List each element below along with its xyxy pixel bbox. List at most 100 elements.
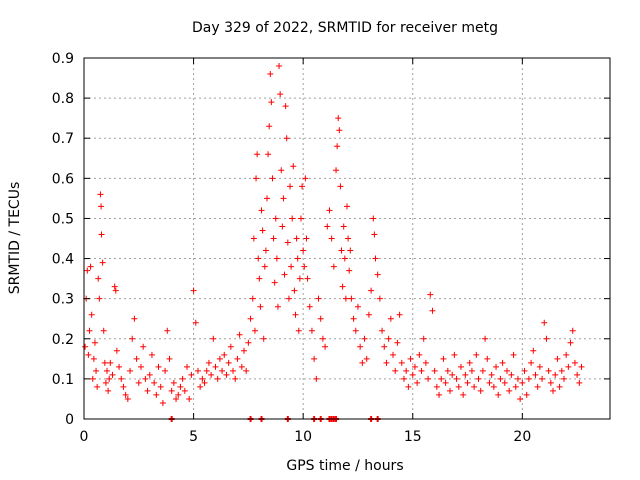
data-point bbox=[563, 351, 570, 358]
data-point bbox=[499, 359, 506, 366]
data-point bbox=[208, 371, 215, 378]
data-point bbox=[295, 327, 302, 334]
data-point bbox=[282, 103, 289, 110]
data-point bbox=[484, 355, 491, 362]
data-point bbox=[334, 143, 341, 150]
data-point bbox=[497, 375, 504, 382]
data-point bbox=[558, 367, 565, 374]
data-point bbox=[267, 71, 274, 78]
data-point bbox=[376, 295, 383, 302]
data-point bbox=[146, 371, 153, 378]
axis-ticks: 0 0.1 0.2 0.3 0.4 0.5 0.6 0.7 0.8 0.9 0 5 10 15 20 bbox=[52, 51, 610, 445]
data-point bbox=[436, 391, 443, 398]
data-point bbox=[95, 275, 102, 282]
data-point bbox=[552, 371, 559, 378]
data-point bbox=[414, 379, 421, 386]
data-point bbox=[340, 223, 347, 230]
data-point bbox=[148, 351, 155, 358]
data-point bbox=[345, 235, 352, 242]
data-point bbox=[188, 371, 195, 378]
data-point bbox=[471, 383, 478, 390]
data-point bbox=[387, 315, 394, 322]
data-point bbox=[313, 375, 320, 382]
data-point bbox=[194, 367, 201, 374]
data-point bbox=[111, 283, 118, 290]
data-point bbox=[506, 387, 513, 394]
data-point bbox=[451, 351, 458, 358]
data-point bbox=[350, 315, 357, 322]
data-point bbox=[510, 351, 517, 358]
y-tick-label: 0.7 bbox=[52, 131, 74, 147]
data-point bbox=[468, 367, 475, 374]
data-point bbox=[236, 331, 243, 338]
data-point bbox=[166, 355, 173, 362]
data-point bbox=[292, 311, 299, 318]
data-point bbox=[284, 239, 291, 246]
data-point bbox=[261, 263, 268, 270]
data-point bbox=[528, 359, 535, 366]
data-point bbox=[210, 335, 217, 342]
data-point bbox=[486, 379, 493, 386]
data-point bbox=[348, 295, 355, 302]
data-point bbox=[383, 359, 390, 366]
data-point bbox=[184, 363, 191, 370]
data-point bbox=[82, 343, 89, 350]
data-point bbox=[403, 367, 410, 374]
data-point bbox=[536, 363, 543, 370]
data-point bbox=[479, 367, 486, 374]
data-point bbox=[205, 359, 212, 366]
data-point bbox=[199, 375, 206, 382]
data-point bbox=[361, 335, 368, 342]
data-point bbox=[262, 247, 269, 254]
data-point bbox=[381, 343, 388, 350]
data-point bbox=[576, 379, 583, 386]
data-point bbox=[308, 327, 315, 334]
data-point bbox=[142, 375, 149, 382]
data-point bbox=[371, 231, 378, 238]
data-point bbox=[359, 359, 366, 366]
data-point bbox=[112, 287, 119, 294]
data-point bbox=[98, 231, 105, 238]
data-point bbox=[346, 267, 353, 274]
data-point bbox=[107, 359, 114, 366]
data-point bbox=[102, 379, 109, 386]
data-point bbox=[293, 235, 300, 242]
data-point bbox=[99, 259, 106, 266]
data-point bbox=[344, 203, 350, 210]
data-point bbox=[523, 391, 530, 398]
data-point bbox=[440, 355, 447, 362]
data-point bbox=[232, 375, 239, 382]
data-point bbox=[153, 391, 160, 398]
data-point bbox=[162, 367, 169, 374]
data-point bbox=[164, 327, 171, 334]
data-point bbox=[328, 235, 335, 242]
data-point bbox=[543, 335, 550, 342]
data-point bbox=[449, 371, 456, 378]
data-point bbox=[464, 379, 471, 386]
data-point bbox=[190, 287, 197, 294]
data-point bbox=[306, 303, 313, 310]
data-point bbox=[266, 123, 273, 130]
data-point bbox=[260, 335, 267, 342]
data-point bbox=[342, 295, 349, 302]
data-point bbox=[94, 383, 101, 390]
chart-title: Day 329 of 2022, SRMTID for receiver met… bbox=[192, 20, 498, 36]
data-point bbox=[547, 379, 554, 386]
data-point bbox=[341, 255, 348, 262]
data-point bbox=[240, 347, 247, 354]
data-point bbox=[271, 279, 278, 286]
data-point bbox=[473, 351, 480, 358]
data-point bbox=[105, 387, 112, 394]
data-point bbox=[170, 379, 177, 386]
data-point bbox=[411, 363, 418, 370]
data-point bbox=[272, 215, 279, 222]
data-point bbox=[219, 367, 226, 374]
y-tick-label: 0.6 bbox=[52, 171, 74, 187]
data-point bbox=[315, 295, 322, 302]
data-point bbox=[144, 387, 151, 394]
data-point bbox=[554, 355, 561, 362]
data-point bbox=[85, 351, 92, 358]
data-point bbox=[230, 367, 237, 374]
data-point bbox=[322, 343, 329, 350]
data-point bbox=[104, 367, 111, 374]
